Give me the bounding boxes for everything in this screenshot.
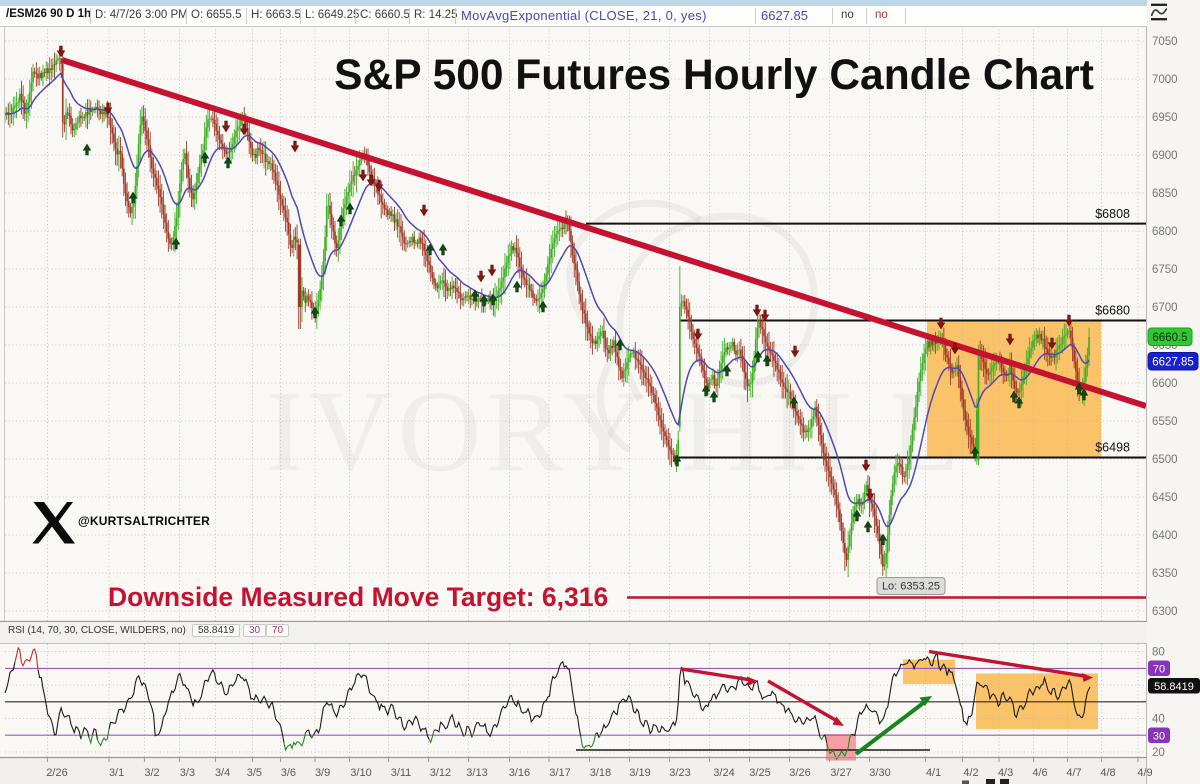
- svg-text:3/13: 3/13: [466, 767, 487, 779]
- svg-text:7050: 7050: [1152, 36, 1178, 48]
- svg-text:$6498: $6498: [1095, 441, 1130, 455]
- svg-text:3/12: 3/12: [430, 767, 451, 779]
- svg-text:3/27: 3/27: [830, 767, 851, 779]
- svg-text:S&P 500 Futures Hourly Candle: S&P 500 Futures Hourly Candle Chart: [334, 52, 1094, 99]
- svg-text:$6680: $6680: [1095, 304, 1130, 318]
- svg-text:3/18: 3/18: [590, 767, 611, 779]
- svg-text:3/3: 3/3: [180, 767, 195, 779]
- svg-text:6950: 6950: [1152, 112, 1178, 124]
- svg-text:3/9: 3/9: [315, 767, 330, 779]
- svg-text:Downside Measured Move Target:: Downside Measured Move Target: 6,316: [108, 582, 608, 612]
- svg-text:6350: 6350: [1152, 568, 1178, 580]
- svg-text:4/9: 4/9: [1137, 767, 1152, 779]
- svg-text:Lo: 6353.25: Lo: 6353.25: [882, 581, 940, 593]
- svg-text:6750: 6750: [1152, 264, 1178, 276]
- svg-text:6600: 6600: [1152, 378, 1178, 390]
- svg-text:3/26: 3/26: [789, 767, 810, 779]
- svg-text:3/19: 3/19: [629, 767, 650, 779]
- svg-text:3/10: 3/10: [350, 767, 371, 779]
- svg-text:4/1: 4/1: [926, 767, 941, 779]
- svg-text:2/26: 2/26: [46, 767, 67, 779]
- svg-text:6800: 6800: [1152, 226, 1178, 238]
- svg-text:7000: 7000: [1152, 74, 1178, 86]
- svg-text:30: 30: [1153, 731, 1165, 743]
- svg-text:3/25: 3/25: [749, 767, 770, 779]
- svg-text:3/24: 3/24: [713, 767, 734, 779]
- svg-text:6400: 6400: [1152, 530, 1178, 542]
- svg-text:58.8419: 58.8419: [1154, 681, 1194, 693]
- svg-text:IVORY HILL: IVORY HILL: [265, 368, 965, 496]
- svg-text:6660.5: 6660.5: [1152, 332, 1187, 344]
- svg-text:6500: 6500: [1152, 454, 1178, 466]
- svg-text:6700: 6700: [1152, 302, 1178, 314]
- svg-text:6900: 6900: [1152, 150, 1178, 162]
- svg-text:80: 80: [1152, 647, 1165, 659]
- svg-text:4/6: 4/6: [1032, 767, 1047, 779]
- svg-text:4/8: 4/8: [1100, 767, 1115, 779]
- svg-text:6550: 6550: [1152, 416, 1178, 428]
- svg-text:3/23: 3/23: [669, 767, 690, 779]
- svg-text:$6808: $6808: [1095, 207, 1130, 221]
- svg-text:3/6: 3/6: [281, 767, 296, 779]
- svg-text:3/17: 3/17: [549, 767, 570, 779]
- svg-text:3/5: 3/5: [247, 767, 262, 779]
- svg-text:@KURTSALTRICHTER: @KURTSALTRICHTER: [78, 514, 210, 528]
- svg-text:4/7: 4/7: [1066, 767, 1081, 779]
- svg-text:3/1: 3/1: [109, 767, 124, 779]
- svg-text:70: 70: [1153, 664, 1165, 676]
- svg-text:20: 20: [1152, 747, 1165, 759]
- svg-text:4/2: 4/2: [963, 767, 978, 779]
- svg-text:3/2: 3/2: [144, 767, 159, 779]
- svg-text:6450: 6450: [1152, 492, 1178, 504]
- svg-text:3/4: 3/4: [215, 767, 230, 779]
- svg-text:40: 40: [1152, 714, 1165, 726]
- svg-text:4/3: 4/3: [998, 767, 1013, 779]
- svg-text:6850: 6850: [1152, 188, 1178, 200]
- svg-text:3/30: 3/30: [869, 767, 890, 779]
- svg-text:3/16: 3/16: [509, 767, 530, 779]
- svg-text:3/11: 3/11: [391, 767, 412, 779]
- svg-text:6300: 6300: [1152, 606, 1178, 618]
- svg-text:6627.85: 6627.85: [1152, 357, 1194, 369]
